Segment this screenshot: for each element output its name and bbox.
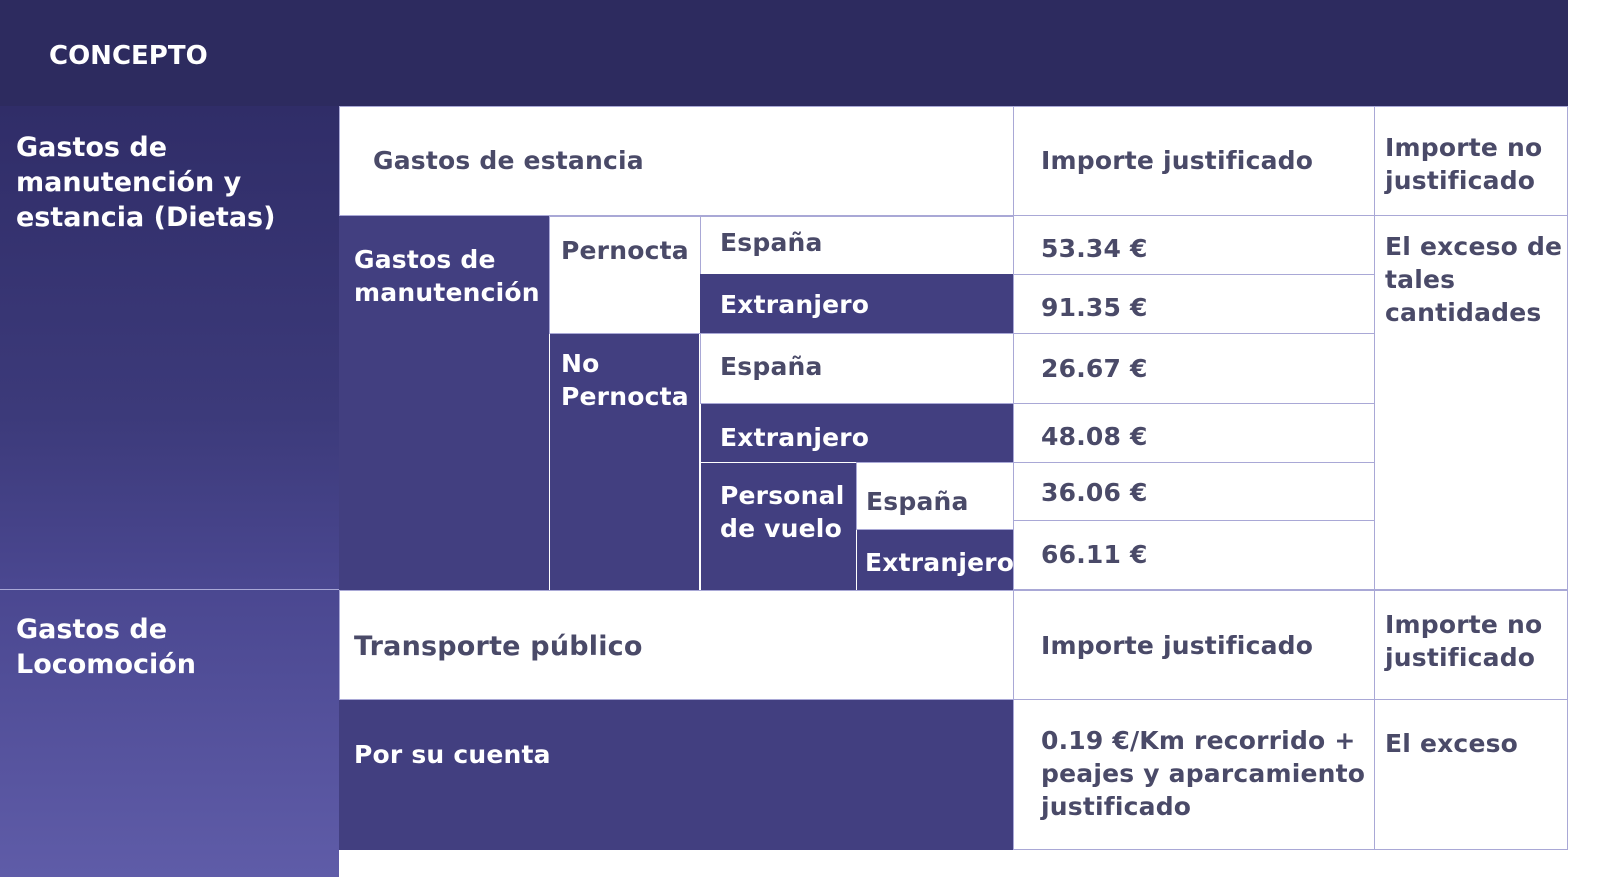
section-label-locomocion: Gastos de Locomoción	[16, 614, 197, 680]
exceso-label: El exceso de tales cantidades	[1385, 232, 1563, 327]
amount-value: 26.67 €	[1041, 354, 1148, 383]
place-cell: España	[700, 216, 1014, 275]
place-cell: España	[856, 462, 1014, 530]
no-pernocta-cell: No Pernocta	[550, 334, 699, 590]
por-su-cuenta-cell: Por su cuenta	[339, 700, 1013, 850]
place-label: España	[866, 487, 969, 516]
amount-cell: 48.08 €	[1013, 403, 1375, 463]
importe-justificado-cell: Importe justificado	[1013, 106, 1375, 216]
pernocta-label: Pernocta	[561, 236, 689, 265]
section-sidebar	[0, 106, 339, 877]
amount-value: 36.06 €	[1041, 478, 1148, 507]
place-label: Extranjero	[720, 423, 870, 452]
tarifa-label: 0.19 €/Km recorrido + peajes y aparcamie…	[1041, 726, 1366, 821]
table-header: CONCEPTO	[0, 0, 1568, 106]
place-cell: Extranjero	[857, 530, 1015, 590]
importe-justificado-label: Importe justificado	[1041, 631, 1314, 660]
place-cell: Extranjero	[700, 274, 1013, 333]
place-cell: España	[700, 333, 1014, 404]
gastos-estancia-label: Gastos de estancia	[373, 146, 644, 175]
exceso-cell: El exceso	[1374, 699, 1568, 850]
personal-vuelo-cell: Personal de vuelo	[701, 463, 856, 590]
transporte-publico-label: Transporte público	[354, 631, 643, 662]
gastos-manutencion-label: Gastos de manutención	[354, 245, 540, 307]
amount-cell: 26.67 €	[1013, 333, 1375, 404]
section-divider	[0, 589, 339, 590]
section-label-dietas: Gastos de manutención y estancia (Dietas…	[16, 132, 276, 233]
por-su-cuenta-label: Por su cuenta	[354, 740, 551, 769]
amount-value: 53.34 €	[1041, 234, 1148, 263]
amount-value: 66.11 €	[1041, 540, 1148, 569]
amount-cell: 36.06 €	[1013, 462, 1375, 521]
gastos-manutencion-cell: Gastos de manutención	[339, 216, 549, 590]
exceso-cell: El exceso de tales cantidades	[1374, 215, 1568, 590]
pernocta-cell: Pernocta	[549, 216, 701, 334]
transporte-publico-cell: Transporte público	[339, 590, 1014, 700]
amount-cell: 91.35 €	[1013, 274, 1375, 334]
place-label: Extranjero	[720, 290, 870, 319]
importe-no-justificado-cell: Importe no justificado	[1374, 106, 1568, 216]
no-pernocta-label: No Pernocta	[561, 349, 689, 411]
exceso-label: El exceso	[1385, 729, 1519, 758]
importe-no-justificado-label: Importe no justificado	[1385, 610, 1543, 672]
concepto-heading: CONCEPTO	[49, 41, 208, 71]
amount-value: 91.35 €	[1041, 293, 1148, 322]
importe-no-justificado-label: Importe no justificado	[1385, 133, 1543, 195]
amount-value: 48.08 €	[1041, 422, 1148, 451]
gastos-estancia-cell: Gastos de estancia	[339, 106, 1014, 216]
amount-cell: 53.34 €	[1013, 215, 1375, 275]
importe-no-justificado-cell: Importe no justificado	[1374, 590, 1568, 700]
place-label: Extranjero	[865, 548, 1015, 577]
place-cell: Extranjero	[701, 404, 1013, 462]
place-label: España	[720, 228, 823, 257]
place-label: España	[720, 352, 823, 381]
amount-cell: 66.11 €	[1013, 520, 1375, 590]
importe-justificado-cell: Importe justificado	[1013, 590, 1375, 700]
personal-vuelo-label: Personal de vuelo	[720, 481, 845, 543]
importe-justificado-label: Importe justificado	[1041, 146, 1314, 175]
tarifa-cell: 0.19 €/Km recorrido + peajes y aparcamie…	[1013, 699, 1375, 850]
